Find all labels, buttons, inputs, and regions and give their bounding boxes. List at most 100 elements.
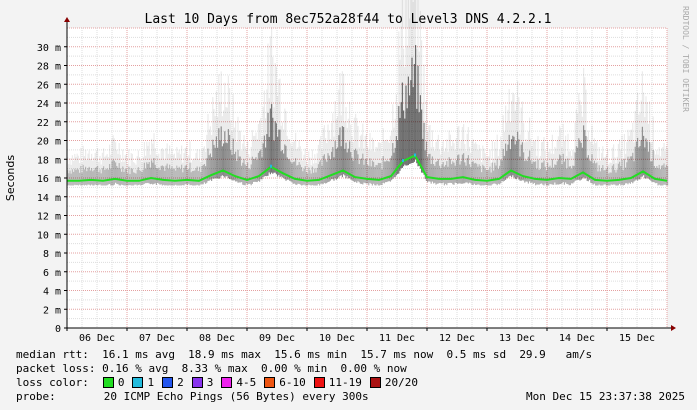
smoke-band-core	[473, 163, 475, 184]
smoke-band	[525, 138, 527, 182]
smoke-band	[82, 145, 84, 185]
smoke-band	[256, 139, 258, 183]
smoke-band	[403, 48, 405, 167]
smoke-band	[520, 107, 522, 181]
smoke-band	[369, 132, 371, 183]
smoke-band-core	[351, 157, 353, 181]
smoke-band-core	[248, 168, 250, 184]
smoke-band	[392, 104, 394, 179]
smoke-band-core	[339, 127, 341, 176]
smoke-band-core	[303, 168, 305, 185]
smoke-band-core	[495, 165, 497, 185]
smoke-band-core	[490, 172, 492, 186]
legend-label: 0	[117, 376, 125, 389]
smoke-band	[145, 155, 147, 184]
smoke-band-core	[110, 168, 112, 186]
smoke-band	[128, 149, 130, 186]
smoke-band-core	[472, 161, 474, 186]
smoke-band-core	[334, 141, 336, 179]
smoke-band	[211, 135, 213, 181]
smoke-band	[239, 130, 241, 183]
smoke-band	[446, 139, 448, 186]
smoke-band	[85, 149, 87, 185]
smoke-band	[449, 134, 451, 183]
smoke-band-core	[592, 163, 594, 185]
x-tick-label: 10 Dec	[319, 333, 355, 344]
smoke-band	[175, 158, 177, 185]
smoke-band-core	[235, 151, 237, 182]
smoke-band-core	[412, 87, 414, 163]
smoke-band	[111, 138, 113, 186]
smoke-band	[142, 157, 144, 185]
legend-item: 11-19	[313, 376, 362, 389]
smoke-band	[316, 153, 318, 186]
x-tick-label: 06 Dec	[79, 333, 115, 344]
smoke-band-core	[421, 109, 423, 173]
smoke-band-core	[446, 161, 448, 186]
smoke-band-core	[380, 163, 382, 185]
smoke-band-core	[400, 102, 402, 169]
smoke-band	[281, 122, 283, 178]
smoke-band-core	[448, 157, 450, 183]
smoke-band	[302, 160, 304, 186]
y-tick-label: 24 m	[37, 99, 61, 110]
smoke-band	[488, 156, 490, 186]
smoke-band	[629, 129, 631, 184]
smoke-band	[253, 135, 255, 182]
smoke-band	[523, 123, 525, 181]
smoke-band	[604, 157, 606, 185]
smoke-band	[207, 113, 209, 181]
smoke-band-core	[419, 95, 421, 169]
smoke-band	[513, 94, 515, 178]
smoke-band-core	[460, 161, 462, 184]
smoke-band	[605, 154, 607, 186]
smoke-band	[626, 142, 628, 184]
smoke-band-core	[422, 138, 424, 173]
smoke-band-core	[644, 147, 646, 179]
smoke-band	[153, 133, 155, 184]
smoke-band	[290, 143, 292, 182]
smoke-band-core	[199, 166, 201, 186]
smoke-band-core	[213, 144, 215, 179]
smoke-band	[139, 157, 141, 185]
smoke-band-core	[625, 167, 627, 184]
smoke-band-core	[435, 162, 437, 185]
smoke-band	[231, 130, 233, 181]
legend-item: 20/20	[369, 376, 418, 389]
smoke-band-core	[635, 141, 637, 180]
smoke-band	[117, 153, 119, 185]
smoke-band-core	[428, 153, 430, 182]
smoke-band-core	[470, 167, 472, 184]
smoke-band	[68, 164, 70, 186]
smoke-band	[452, 140, 454, 185]
smoke-band-core	[146, 162, 148, 184]
smoke-band-core	[620, 166, 622, 186]
smoke-band	[118, 143, 120, 186]
smoke-band	[435, 142, 437, 185]
smoke-band	[463, 124, 465, 184]
legend-label: 1	[147, 376, 155, 389]
smoke-band	[356, 117, 358, 183]
smoke-band	[620, 149, 622, 186]
smoke-band-core	[524, 161, 526, 183]
smoke-band	[454, 150, 456, 183]
smoke-band	[561, 147, 563, 184]
smoke-band-core	[271, 104, 273, 173]
smoke-band-core	[637, 137, 639, 181]
smoke-band	[203, 146, 205, 183]
smoke-band	[218, 74, 220, 179]
smoke-band	[190, 162, 192, 186]
smoke-band-core	[212, 139, 214, 179]
smoke-band-core	[243, 159, 245, 186]
smoke-band	[137, 150, 139, 185]
smoke-band-core	[392, 142, 394, 179]
smoke-band	[299, 146, 301, 185]
smoke-band	[448, 130, 450, 183]
smoke-band	[262, 106, 264, 178]
smoke-band-core	[363, 164, 365, 183]
smoke-band	[129, 165, 131, 185]
smoke-band	[394, 118, 396, 178]
smoke-band-core	[233, 153, 235, 181]
smoke-band-core	[583, 125, 585, 178]
smoke-band	[494, 141, 496, 184]
